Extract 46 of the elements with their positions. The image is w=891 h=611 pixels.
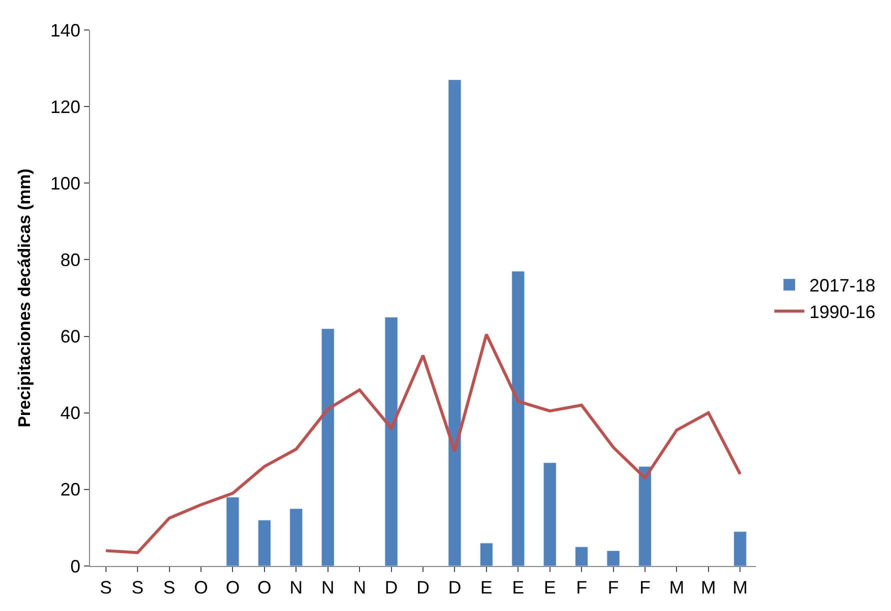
bar (512, 270, 525, 566)
x-tick-label: F (640, 578, 650, 598)
legend-label: 2017-18 (809, 276, 876, 296)
bar (226, 496, 240, 566)
bar (543, 462, 556, 566)
y-tick-label: 60 (60, 326, 80, 347)
bar (321, 328, 334, 566)
x-tick-label: N (353, 578, 366, 598)
x-tick-label: F (576, 578, 588, 598)
x-tick-label: D (416, 578, 430, 598)
x-tick-label: M (732, 578, 748, 598)
bar (574, 546, 588, 566)
y-tick-label: 120 (50, 96, 80, 117)
x-tick-label: O (194, 578, 208, 598)
y-tick-label: 140 (50, 20, 80, 40)
bar (384, 316, 398, 566)
x-tick-label: S (163, 578, 176, 598)
bar (606, 550, 620, 566)
x-tick-label: M (700, 578, 716, 598)
bar (448, 80, 462, 566)
x-tick-label: D (384, 578, 398, 598)
x-tick-label: O (226, 578, 240, 598)
legend-label: 1990-16 (809, 302, 876, 322)
x-tick-label: N (321, 578, 334, 598)
x-tick-label: E (544, 578, 556, 598)
x-tick-label: S (100, 578, 112, 598)
x-tick-label: N (290, 578, 303, 598)
y-axis-title: Precipitaciones decádicas (mm) (14, 168, 34, 428)
x-tick-label: M (669, 578, 684, 598)
x-tick-label: S (132, 578, 144, 598)
y-tick-label: 20 (60, 480, 80, 500)
x-tick-label: E (480, 578, 492, 598)
y-tick-label: 100 (50, 173, 80, 194)
line-series (104, 332, 742, 554)
x-tick-label: F (608, 578, 619, 598)
y-tick-label: 0 (70, 556, 80, 576)
x-tick-label: O (257, 578, 272, 598)
bar (258, 520, 272, 566)
bar (734, 531, 747, 566)
x-tick-label: D (448, 578, 462, 598)
y-tick-label: 40 (60, 403, 80, 424)
y-tick-label: 80 (60, 250, 80, 270)
bar (290, 508, 303, 566)
bar (638, 466, 652, 566)
x-tick-label: E (512, 578, 524, 598)
bar (480, 542, 494, 566)
